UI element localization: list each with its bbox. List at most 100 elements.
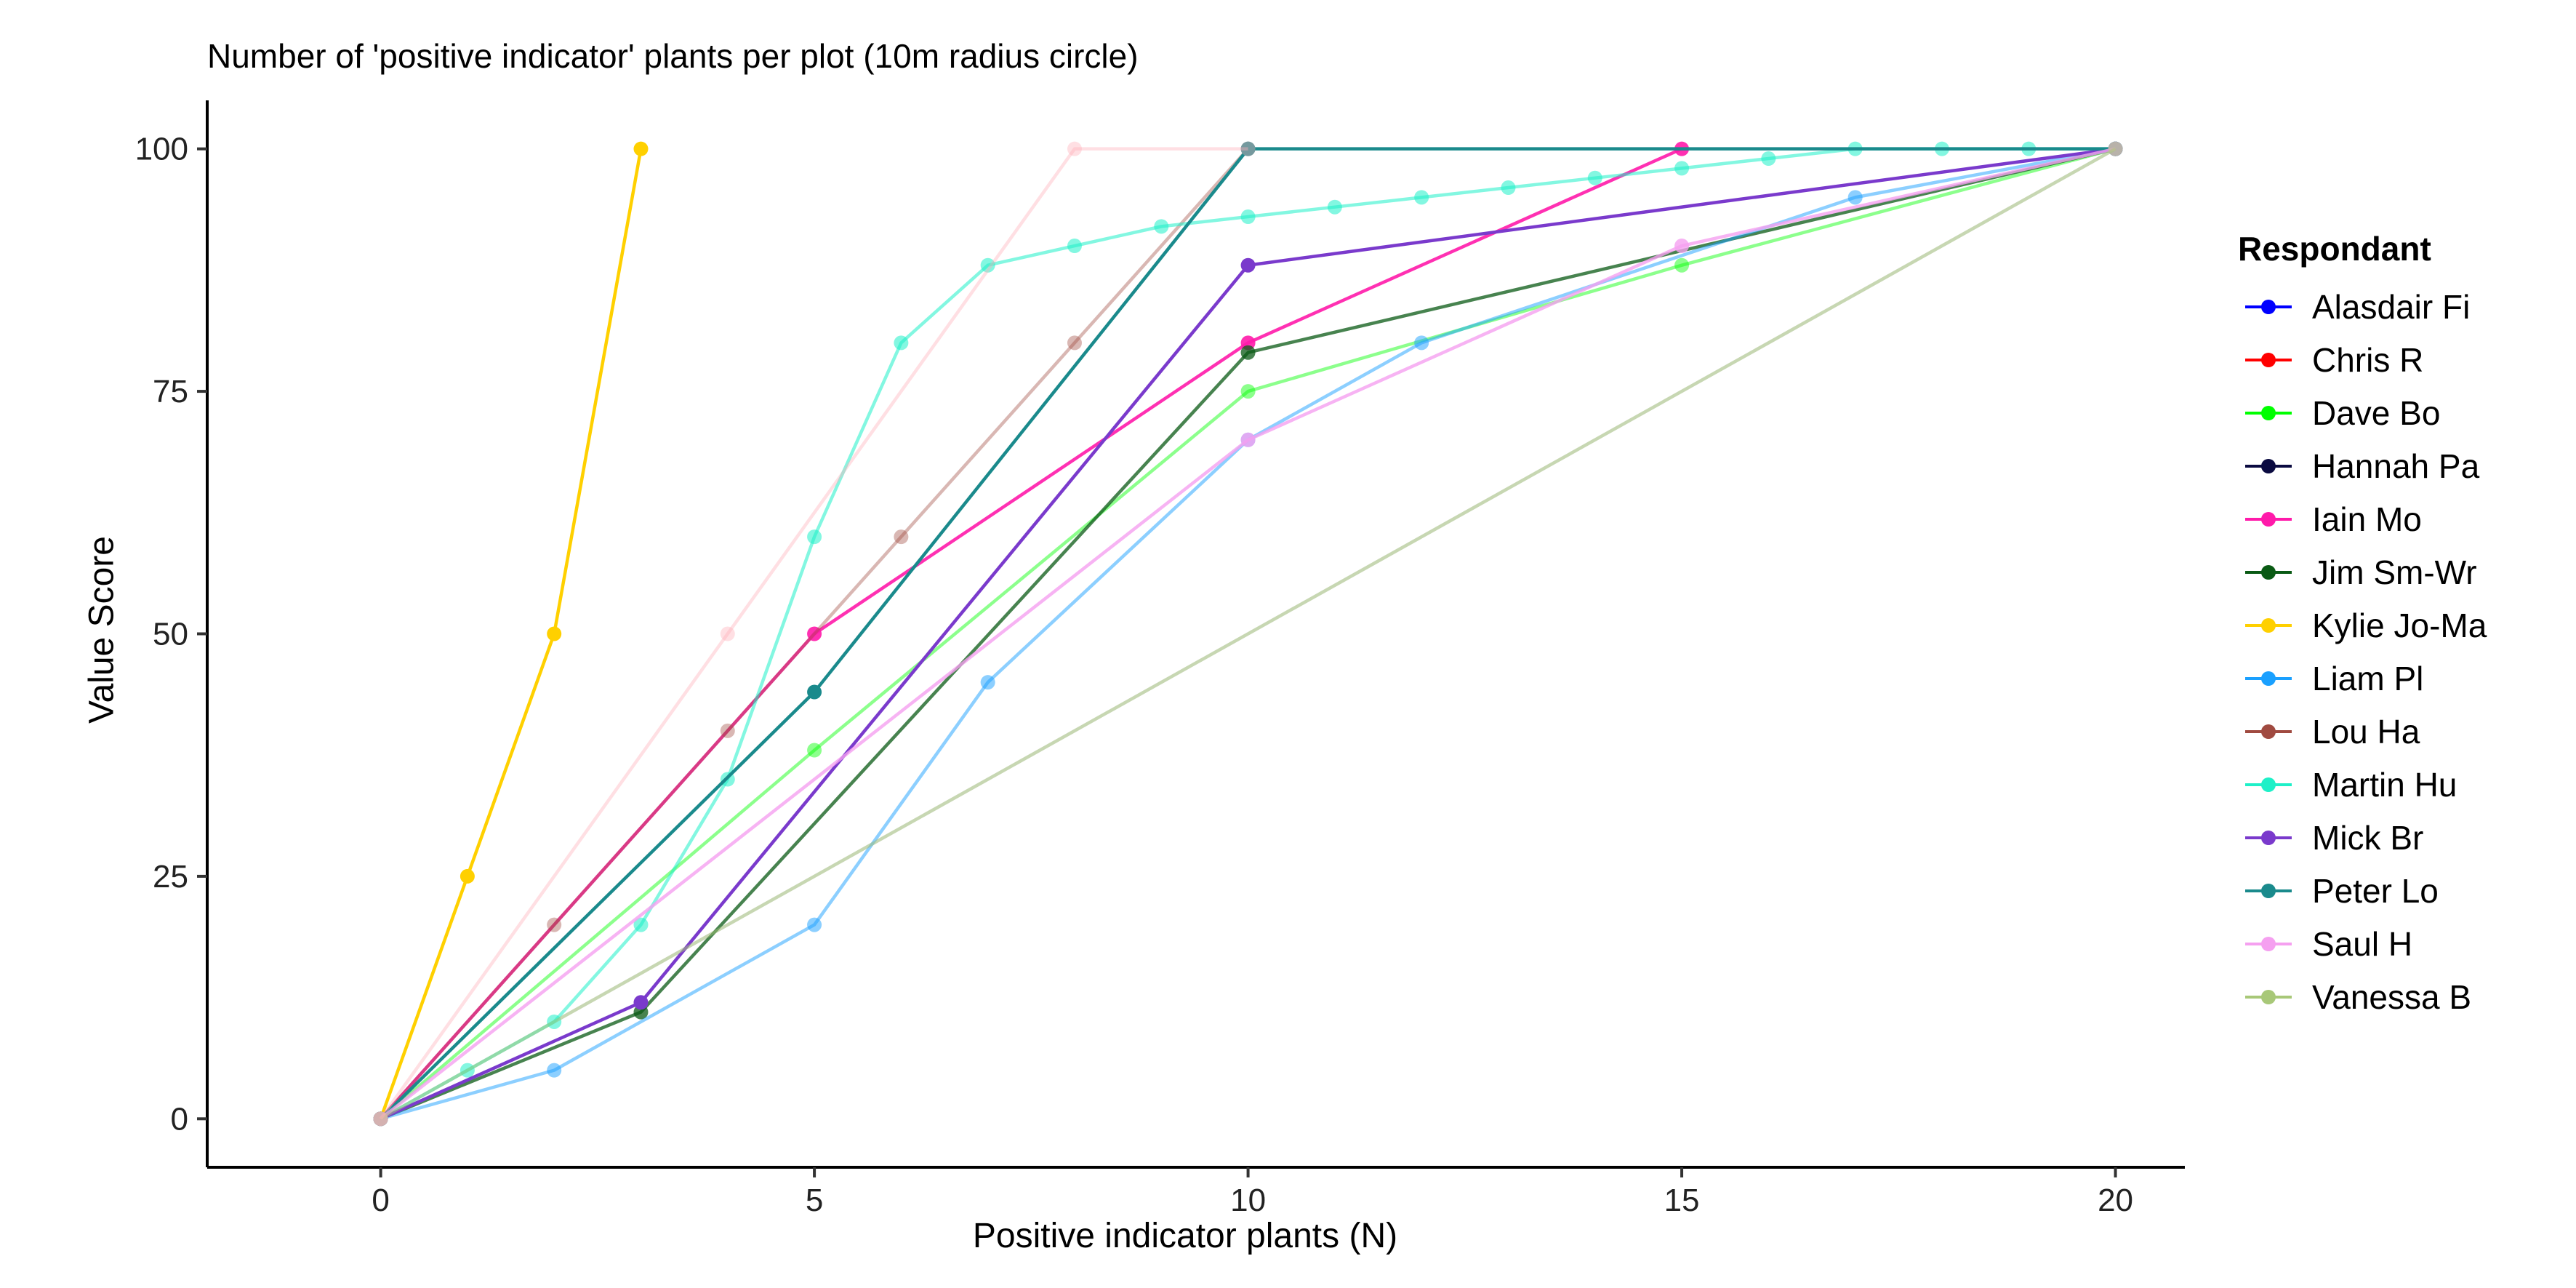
legend-key [2245, 876, 2292, 905]
legend-key-dot [2261, 352, 2276, 367]
data-point-6-2 [547, 626, 562, 641]
data-point-9-16 [1761, 151, 1776, 167]
legend-key [2245, 292, 2292, 321]
y-tick-label: 100 [135, 132, 188, 167]
series-line-11 [380, 147, 2116, 1120]
legend-key [2245, 823, 2292, 852]
legend-item: Martin Hu [2238, 758, 2487, 811]
legend-key-dot [2261, 617, 2276, 633]
legend-label: Iain Mo [2312, 500, 2422, 538]
series-line-6 [379, 148, 643, 1120]
legend-key [2245, 452, 2292, 481]
legend-key [2245, 717, 2292, 746]
legend-item: Kylie Jo-Ma [2238, 599, 2487, 652]
data-point-6-1 [460, 868, 475, 884]
data-point-9-8 [1067, 239, 1082, 254]
y-tick-label: 0 [171, 1101, 188, 1137]
legend-label: Chris R [2312, 340, 2424, 379]
x-axis-title: Positive indicator plants (N) [972, 1217, 1398, 1255]
legend-key [2245, 929, 2292, 959]
legend-label: Saul H [2312, 924, 2413, 963]
data-point-12-1 [1240, 432, 1256, 447]
series-line-4 [379, 147, 1682, 1120]
legend-key [2245, 770, 2292, 799]
data-point-9-7 [980, 257, 995, 273]
legend-key-dot [2261, 830, 2276, 845]
data-point-8-1 [547, 917, 562, 932]
data-point-14-2 [1067, 141, 1082, 156]
legend-label: Lou Ha [2312, 712, 2420, 751]
series-line-13 [380, 147, 2116, 1121]
legend-item: Chris R [2238, 333, 2487, 386]
legend-label: Mick Br [2312, 818, 2424, 857]
legend-item: Dave Bo [2238, 386, 2487, 439]
data-point-11-2 [1240, 141, 1256, 156]
legend-key [2245, 345, 2292, 375]
data-point-2-2 [1240, 384, 1256, 399]
data-point-7-2 [807, 917, 822, 932]
data-point-12-2 [1674, 239, 1690, 254]
legend-key-dot [2261, 405, 2276, 420]
legend-item: Liam Pl [2238, 652, 2487, 705]
legend-key [2245, 983, 2292, 1012]
series-line-2 [380, 147, 2116, 1121]
legend-label: Liam Pl [2312, 659, 2424, 697]
legend-key-dot [2261, 724, 2276, 739]
legend-key-dot [2261, 299, 2276, 314]
legend-key-dot [2261, 883, 2276, 898]
series-line-14 [379, 147, 1248, 1120]
legend-item: Hannah Pa [2238, 439, 2487, 492]
y-tick-label: 75 [153, 374, 188, 409]
legend-key-dot [2261, 564, 2276, 580]
data-point-14-3 [1240, 141, 1256, 156]
legend-key [2245, 399, 2292, 428]
data-point-8-3 [894, 529, 909, 545]
legend-item: Iain Mo [2238, 492, 2487, 545]
legend-key-dot [2261, 458, 2276, 473]
legend-label: Kylie Jo-Ma [2312, 606, 2487, 644]
x-tick-label: 0 [372, 1183, 389, 1218]
legend-key [2245, 558, 2292, 587]
legend-item: Saul H [2238, 917, 2487, 970]
data-point-2-1 [807, 743, 822, 758]
data-point-13-0 [373, 1111, 388, 1127]
legend-key [2245, 505, 2292, 534]
legend-label: Jim Sm-Wr [2312, 553, 2477, 591]
legend-key-dot [2261, 989, 2276, 1004]
data-point-7-5 [1414, 335, 1429, 351]
data-point-5-2 [1240, 345, 1256, 360]
legend-key-dot [2261, 671, 2276, 686]
data-point-8-2 [720, 723, 735, 738]
data-point-14-1 [720, 626, 735, 641]
legend-item: Peter Lo [2238, 864, 2487, 917]
data-point-2-3 [1674, 257, 1690, 273]
data-point-8-4 [1067, 335, 1082, 351]
data-point-9-6 [894, 335, 909, 351]
y-axis-title: Value Score [82, 536, 121, 724]
data-point-10-1 [633, 995, 649, 1010]
data-point-13-1 [2108, 141, 2123, 156]
legend-label: Vanessa B [2312, 977, 2472, 1016]
x-tick-label: 15 [1664, 1183, 1700, 1218]
legend-label: Dave Bo [2312, 393, 2441, 432]
x-tick-label: 10 [1230, 1183, 1266, 1218]
data-point-7-6 [1847, 190, 1863, 205]
data-point-14-0 [373, 1111, 388, 1127]
legend-key [2245, 611, 2292, 640]
data-point-9-13 [1501, 180, 1516, 196]
y-tick-label: 50 [153, 617, 188, 652]
legend-item: Vanessa B [2238, 970, 2487, 1023]
legend-key-dot [2261, 777, 2276, 792]
legend-item: Alasdair Fi [2238, 280, 2487, 333]
x-tick-label: 5 [806, 1183, 823, 1218]
series-line-8 [379, 148, 1250, 1120]
data-point-9-5 [807, 529, 822, 545]
series-line-12 [380, 147, 2116, 1121]
data-point-9-15 [1674, 161, 1690, 176]
data-point-9-11 [1327, 199, 1342, 215]
legend-title: Respondant [2238, 230, 2431, 268]
data-point-7-3 [980, 675, 995, 690]
data-point-7-1 [547, 1063, 562, 1078]
